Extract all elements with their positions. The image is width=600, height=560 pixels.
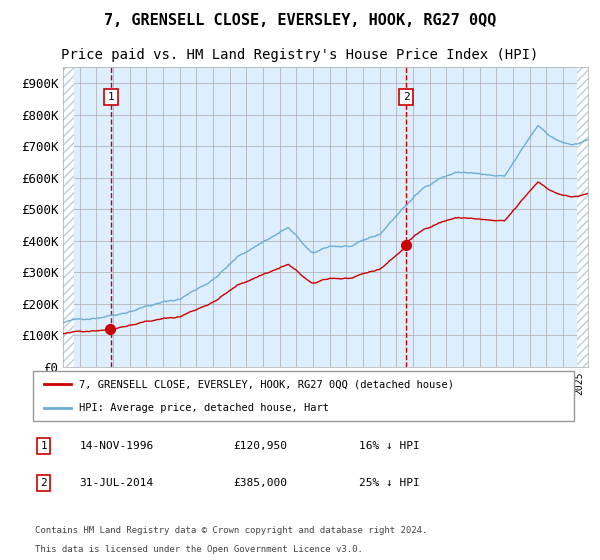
Text: 2: 2 xyxy=(403,92,409,102)
Bar xyxy=(63,67,74,367)
Text: 7, GRENSELL CLOSE, EVERSLEY, HOOK, RG27 0QQ: 7, GRENSELL CLOSE, EVERSLEY, HOOK, RG27 … xyxy=(104,13,496,29)
Text: This data is licensed under the Open Government Licence v3.0.: This data is licensed under the Open Gov… xyxy=(35,545,364,554)
Text: 31-JUL-2014: 31-JUL-2014 xyxy=(79,478,154,488)
Text: 2: 2 xyxy=(40,478,47,488)
Text: £120,950: £120,950 xyxy=(233,441,287,451)
FancyBboxPatch shape xyxy=(33,371,574,421)
Text: HPI: Average price, detached house, Hart: HPI: Average price, detached house, Hart xyxy=(79,403,329,413)
Text: Contains HM Land Registry data © Crown copyright and database right 2024.: Contains HM Land Registry data © Crown c… xyxy=(35,526,428,535)
Text: 14-NOV-1996: 14-NOV-1996 xyxy=(79,441,154,451)
Text: 25% ↓ HPI: 25% ↓ HPI xyxy=(359,478,420,488)
Text: £385,000: £385,000 xyxy=(233,478,287,488)
Text: 1: 1 xyxy=(107,92,114,102)
Text: 7, GRENSELL CLOSE, EVERSLEY, HOOK, RG27 0QQ (detached house): 7, GRENSELL CLOSE, EVERSLEY, HOOK, RG27 … xyxy=(79,380,454,390)
Text: 1: 1 xyxy=(40,441,47,451)
Text: 16% ↓ HPI: 16% ↓ HPI xyxy=(359,441,420,451)
Text: Price paid vs. HM Land Registry's House Price Index (HPI): Price paid vs. HM Land Registry's House … xyxy=(61,48,539,62)
Bar xyxy=(577,67,594,367)
